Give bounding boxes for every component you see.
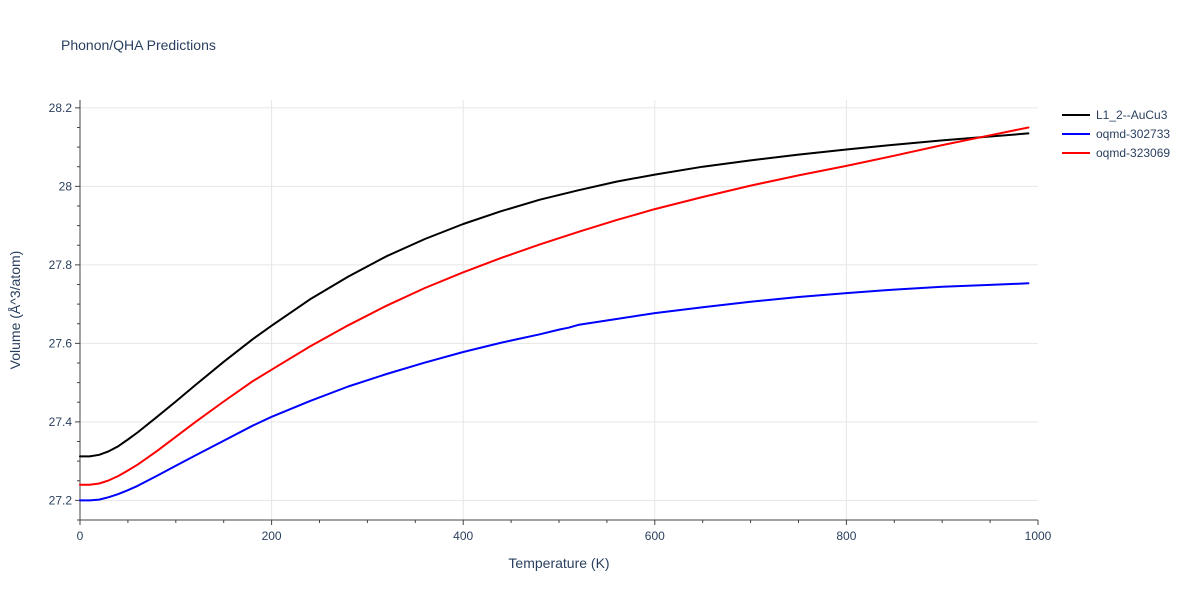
- y-tick-label: 27.6: [49, 336, 73, 350]
- series-line-2: [79, 282, 1030, 502]
- legend-label-2: oqmd-302733: [1096, 127, 1170, 141]
- chart-title: Phonon/QHA Predictions: [61, 37, 216, 53]
- legend-label-1: L1_2--AuCu3: [1096, 108, 1168, 122]
- y-axis-title: Volume (Å^3/atom): [7, 251, 23, 370]
- x-tick-label: 200: [262, 529, 282, 543]
- y-tick-label: 27.2: [49, 493, 73, 507]
- y-tick-label: 28.2: [49, 101, 73, 115]
- legend: L1_2--AuCu3 oqmd-302733 oqmd-323069: [1062, 108, 1170, 160]
- y-tick-label: 27.8: [49, 258, 73, 272]
- legend-label-3: oqmd-323069: [1096, 146, 1170, 160]
- tick-labels: 0 200 400 600 800 1000 27.2 27.4 27.6 27.8 28 28.2: [49, 101, 1052, 543]
- x-tick-label: 400: [453, 529, 473, 543]
- y-tick-label: 28: [59, 179, 73, 193]
- series-line-1: [79, 132, 1030, 458]
- axes: [75, 100, 1039, 525]
- x-tick-label: 800: [836, 529, 856, 543]
- series-line-3: [79, 126, 1030, 486]
- x-axis-title: Temperature (K): [508, 555, 609, 571]
- plot-area: [79, 126, 1030, 502]
- x-tick-label: 1000: [1025, 529, 1052, 543]
- grid-lines: [80, 100, 1038, 520]
- x-tick-label: 0: [77, 529, 84, 543]
- y-tick-label: 27.4: [49, 415, 73, 429]
- x-tick-label: 600: [645, 529, 665, 543]
